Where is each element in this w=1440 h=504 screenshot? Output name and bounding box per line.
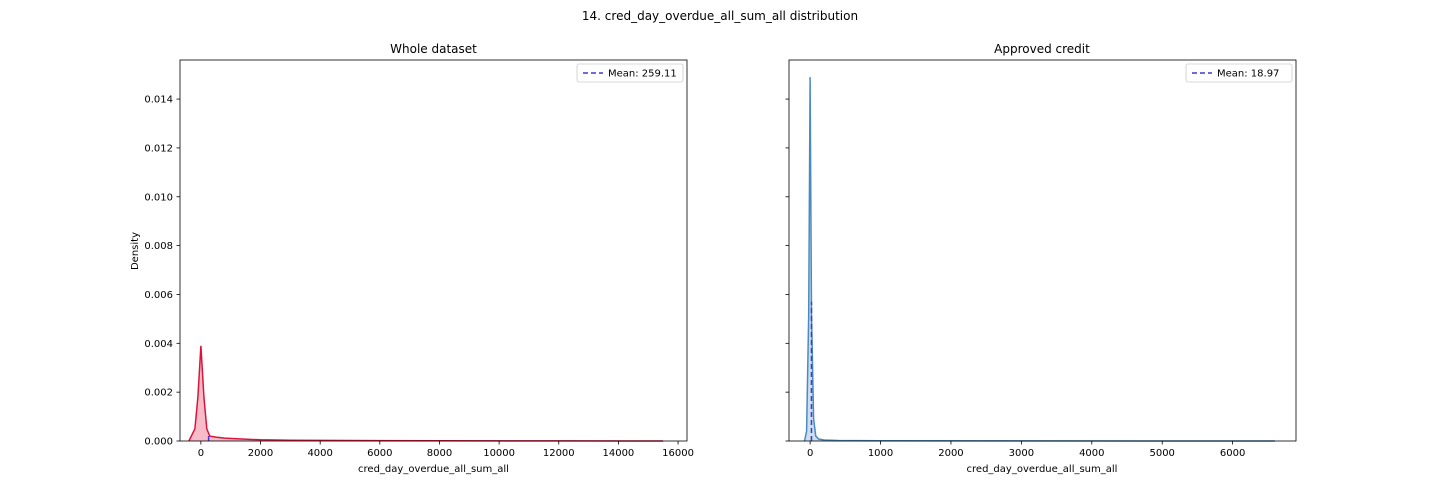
plot-area: 0 2000 4000 6000 8000 10000 12000 14000 16000 0.0… — [144, 59, 694, 459]
legend-label: Mean: 259.11 — [608, 69, 677, 80]
panel-title: Approved credit — [994, 42, 1090, 56]
x-tick-label: 1000 — [868, 448, 893, 459]
y-tick-label: 0.008 — [144, 241, 173, 252]
x-tick-label: 3000 — [1009, 448, 1034, 459]
plot-area: 0 1000 2000 3000 4000 5000 6000 Mean: 18.97 — [785, 59, 1297, 459]
x-axis-label: cred_day_overdue_all_sum_all — [967, 464, 1118, 475]
x-tick-label: 0 — [807, 448, 813, 459]
panel-whole-dataset: Whole dataset 0 2000 4000 6000 8000 10000 1200… — [130, 42, 694, 475]
x-tick-label: 14000 — [602, 448, 634, 459]
legend-box — [576, 63, 684, 83]
x-tick-label: 8000 — [427, 448, 452, 459]
x-tick-label: 2000 — [248, 448, 273, 459]
x-tick-label: 2000 — [938, 448, 963, 459]
panel-approved-credit: Approved credit 0 1000 2000 3000 4000 5000 600… — [785, 42, 1297, 475]
x-tick-label: 12000 — [543, 448, 575, 459]
axes-frame — [179, 59, 688, 442]
x-tick-label: 5000 — [1149, 448, 1174, 459]
legend-label: Mean: 18.97 — [1217, 69, 1279, 80]
y-tick-label: 0.004 — [144, 339, 173, 350]
x-tick-label: 0 — [198, 448, 204, 459]
y-tick-label: 0.002 — [144, 388, 173, 399]
y-tick-label: 0.006 — [144, 290, 173, 301]
x-axis-label: cred_day_overdue_all_sum_all — [358, 464, 509, 475]
figure-suptitle: 14. cred_day_overdue_all_sum_all distrib… — [582, 9, 858, 23]
panel-title: Whole dataset — [390, 42, 477, 56]
x-tick-label: 6000 — [1220, 448, 1245, 459]
legend-box — [1185, 63, 1293, 83]
y-tick-label: 0.012 — [144, 143, 173, 154]
y-tick-label: 0.010 — [144, 192, 173, 203]
y-tick-label: 0.000 — [144, 437, 173, 448]
y-tick-label: 0.014 — [144, 95, 173, 106]
x-tick-label: 6000 — [367, 448, 392, 459]
x-tick-label: 16000 — [662, 448, 694, 459]
axes-frame — [788, 59, 1297, 442]
y-axis-label: Density — [130, 232, 141, 270]
x-tick-label: 4000 — [307, 448, 332, 459]
x-tick-label: 4000 — [1079, 448, 1104, 459]
x-tick-label: 10000 — [483, 448, 515, 459]
